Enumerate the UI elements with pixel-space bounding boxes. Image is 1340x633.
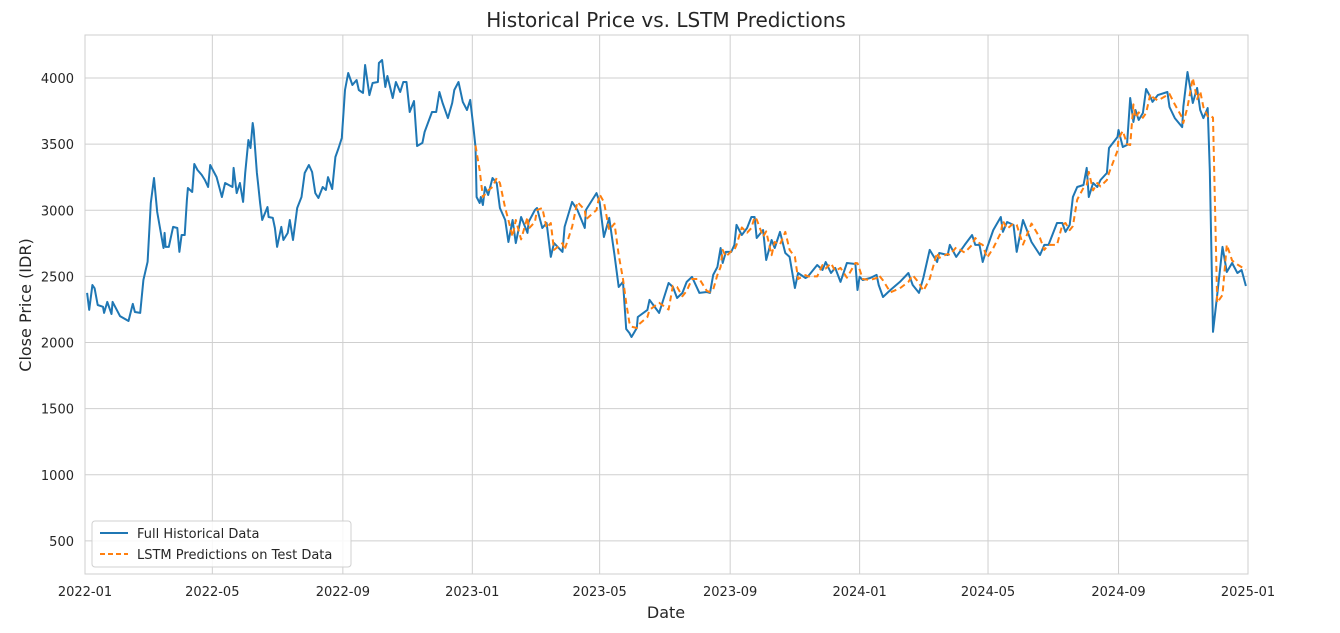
x-tick-label: 2024-09: [1091, 585, 1145, 600]
y-axis-label: Close Price (IDR): [16, 238, 35, 371]
y-tick-label: 1000: [41, 469, 74, 484]
legend-box: [91, 520, 352, 568]
y-tick-label: 2500: [41, 270, 74, 285]
y-tick-label: 1500: [41, 403, 74, 418]
x-tick-label: 2024-05: [961, 585, 1015, 600]
series-lines: [86, 59, 1247, 338]
x-tick-label: 2025-01: [1221, 585, 1275, 600]
legend: Full Historical Data LSTM Predictions on…: [91, 520, 352, 568]
y-axis-ticks: 500 1000 1500 2000 2500 3000 3500 4000: [41, 72, 74, 550]
x-tick-label: 2022-05: [185, 585, 239, 600]
x-axis-ticks: 2022-01 2022-05 2022-09 2023-01 2023-05 2023-…: [58, 585, 1275, 600]
y-tick-label: 2000: [41, 337, 74, 352]
plot-area: [84, 34, 1249, 575]
y-tick-label: 500: [49, 535, 74, 550]
x-tick-label: 2023-01: [445, 585, 499, 600]
lstm-prediction-line: [474, 77, 1247, 329]
x-tick-label: 2023-09: [703, 585, 757, 600]
historical-price-line: [86, 59, 1247, 338]
x-tick-label: 2023-05: [572, 585, 626, 600]
x-axis-label: Date: [647, 603, 685, 622]
chart-title: Historical Price vs. LSTM Predictions: [486, 8, 846, 32]
y-tick-label: 3500: [41, 138, 74, 153]
y-tick-label: 3000: [41, 204, 74, 219]
y-tick-label: 4000: [41, 72, 74, 87]
x-tick-label: 2022-09: [316, 585, 370, 600]
x-tick-label: 2022-01: [58, 585, 112, 600]
legend-label-predictions: LSTM Predictions on Test Data: [137, 548, 332, 563]
x-tick-label: 2024-01: [832, 585, 886, 600]
legend-label-historical: Full Historical Data: [137, 527, 259, 542]
